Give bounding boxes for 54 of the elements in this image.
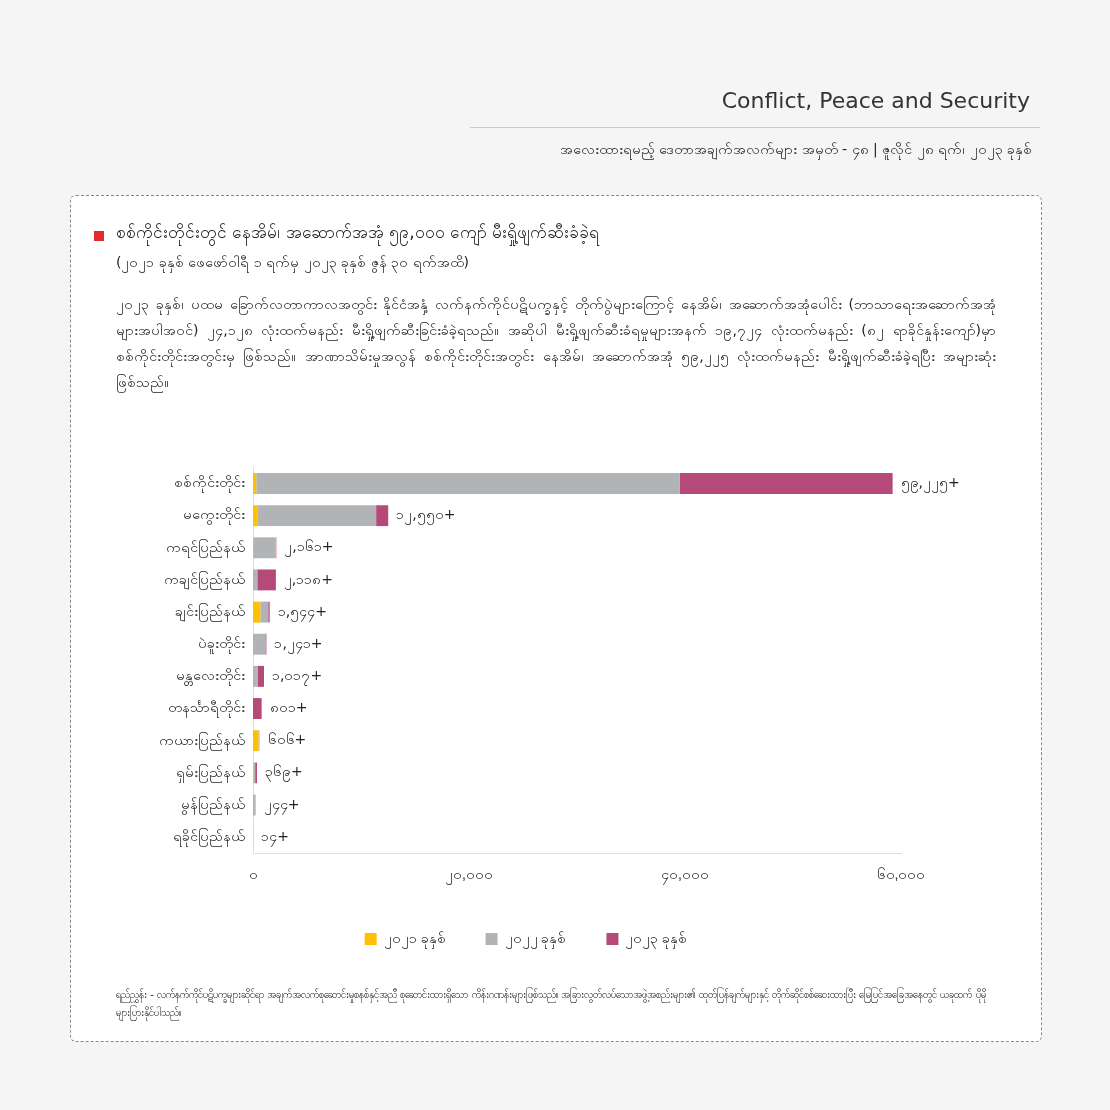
y-tick-label: ကရင်ပြည်နယ် xyxy=(166,538,245,558)
bar xyxy=(257,665,264,687)
bar xyxy=(253,633,266,655)
y-tick-label: စစ်ကိုင်းတိုင်း xyxy=(174,474,245,494)
y-tick-label: မကွေးတိုင်း xyxy=(183,506,245,526)
total-label: ၂,၁၆၁+ xyxy=(284,538,334,558)
bar xyxy=(257,505,377,527)
text: အလေးထားရမည့် ဒေတာအချက်အလက်များ အမှတ် - ၄၈ | ဇူလိုင် ၂၈ ရက်၊ ၂၀၂၃ ခုနှစ် xyxy=(559,140,1032,161)
total-label: ၃၆၉+ xyxy=(264,763,303,783)
bar xyxy=(253,473,257,494)
total-label: ၆၀၆+ xyxy=(267,731,307,748)
x-tick-label: ၄၀,၀၀၀ xyxy=(661,866,709,886)
total-label: ၅၉,၂၂၅+ xyxy=(900,474,960,494)
bar xyxy=(679,473,893,494)
bar xyxy=(260,601,269,623)
chart-title: စစ်ကိုင်းတိုင်းတွင် နေအိမ်၊ အဆောက်အအုံ ၅၉,၀၀၀ ကျော် မီးရှို့ဖျက်ဆီးခံခဲ့ရ xyxy=(116,221,600,246)
bar xyxy=(253,601,261,623)
bar xyxy=(376,505,389,527)
text: ၂၀၂၃ ခုနှစ်၊ ပထမ ခြောက်လတာကာလအတွင်း နိုင်ငံအနှံ့ လက်နက်ကိုင်ပဋိပက္ခနှင့် တိုက်ပွဲများကြောင့် နေအိမ်၊ အဆောက်အအုံပေါင်း (ဘာသာရေးအဆောက်အအုံများအပါအဝင်) ၂၄,၁၂၈ လုံးထက်မနည်း မီးရှို့ဖျက်ဆီးခြင်းခံခဲ့ရသည်။ အဆိုပါ မီးရှို့ဖျက်ဆီးခံရမှုများအနက် ၁၉,၇၂၄ လုံးထက်မနည်း (၈၂ ရာခိုင်နှုန်းကျော်)မှာ စစ်ကိုင်းတိုင်းအတွင်းမှ ဖြစ်သည်။ အာဏာသိမ်းမှုအလွန် စစ်ကိုင်းတိုင်းအတွင်း နေအိမ်၊ အဆောက်အအုံ ၅၉,၂၂၅ လုံးထက်မနည်း မီးရှို့ဖျက်ဆီးခံခဲ့ရပြီး အများဆုံးဖြစ်သည်။ xyxy=(116,295,996,395)
x-tick-label: ၀ xyxy=(248,866,258,883)
total-label: ၁,၅၄၄+ xyxy=(277,602,327,622)
total-label: ၁၄+ xyxy=(261,827,289,847)
bar xyxy=(253,730,259,752)
chart-subtitle: (၂၀၂၁ ခုနှစ် ဖေဖော်ဝါရီ ၁ ရက်မှ ၂၀၂၃ ခုနှစ် ဇွန် ၃၀ ရက်အထိ) xyxy=(116,253,469,274)
y-tick-label: တနင်္သာရီတိုင်း xyxy=(168,699,245,719)
total-label: ၂,၁၁၈+ xyxy=(283,570,334,590)
y-tick-label: ရခိုင်ပြည်နယ် xyxy=(173,827,245,847)
text: Conflict, Peace and Security xyxy=(721,88,1030,113)
bar xyxy=(253,537,276,559)
total-label: ၁၂,၅၅၀+ xyxy=(396,506,456,526)
bar xyxy=(253,794,256,816)
bar xyxy=(253,569,258,591)
x-tick-label: ၆၀,၀၀၀ xyxy=(876,866,926,883)
x-tick-label: ၂၀,၀၀၀ xyxy=(445,866,493,886)
legend-label: ၂၀၂၂ ခုနှစ် xyxy=(504,929,567,949)
bar xyxy=(257,569,276,591)
y-tick-label: မွန်ပြည်နယ် xyxy=(181,795,245,815)
legend-label: ၂၀၂၁ ခုနှစ် xyxy=(383,929,446,949)
legend-label: ၂၀၂၃ ခုနှစ် xyxy=(625,929,688,949)
text: ရည်ညွှန်း - လက်နက်ကိုင်ပဋိပက္ခများဆိုင်ရာ အချက်အလက်စုဆောင်းမှုစနစ်နှင့်အညီ စုဆောင်းထားရှိသော ကိန်းဂဏန်းများဖြစ်သည်။ အခြားလွတ်လပ်သောအဖွဲ့အစည်းများ၏ ထုတ်ပြန်ချက်များနှင့် တိုက်ဆိုင်စစ်ဆေးထားပြီး မြေပြင်အခြေအနေတွင် ယခုထက် ပိုမိုများပြားနိုင်ပါသည်။ xyxy=(116,986,987,1022)
y-tick-label: မန္တလေးတိုင်း xyxy=(176,667,245,687)
bar xyxy=(253,698,262,719)
bar xyxy=(256,473,680,494)
y-tick-label: ရှမ်းပြည်နယ် xyxy=(176,763,245,783)
y-tick-label: ချင်းပြည်နယ် xyxy=(175,602,245,622)
y-tick-label: ပဲခူးတိုင်း xyxy=(198,635,245,655)
total-label: ၁,၀၁၇+ xyxy=(271,667,323,687)
y-tick-label: ကယားပြည်နယ် xyxy=(159,731,245,751)
total-label: ၈၀၁+ xyxy=(269,699,308,716)
total-label: ၂၄၄+ xyxy=(263,795,300,815)
bar xyxy=(253,665,258,687)
bar xyxy=(253,505,258,527)
y-tick-label: ကချင်ပြည်နယ် xyxy=(164,570,245,590)
total-label: ၁,၂၄၁+ xyxy=(274,634,323,654)
